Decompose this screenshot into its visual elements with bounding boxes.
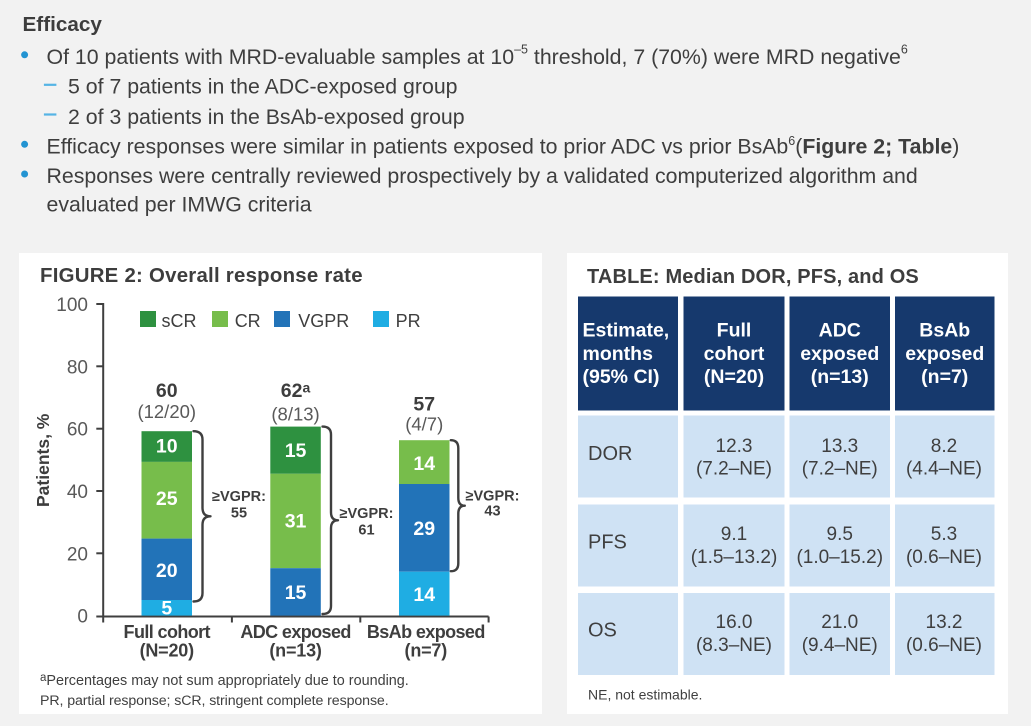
svg-text:(4/7): (4/7)	[405, 414, 443, 435]
svg-text:months: months	[583, 343, 654, 365]
svg-text:(4.4–NE): (4.4–NE)	[906, 459, 982, 480]
svg-text:(1.0–15.2): (1.0–15.2)	[796, 547, 883, 568]
svg-text:20: 20	[156, 560, 178, 582]
svg-text:80: 80	[67, 357, 88, 378]
svg-text:Estimate,: Estimate,	[583, 320, 670, 342]
svg-text:Full: Full	[717, 320, 752, 342]
svg-text:(8.3–NE): (8.3–NE)	[696, 635, 772, 656]
svg-text:5 of 7 patients in the ADC-exp: 5 of 7 patients in the ADC-exposed group	[68, 75, 458, 99]
svg-text:25: 25	[156, 488, 178, 510]
svg-text:evaluated per IMWG criteria: evaluated per IMWG criteria	[47, 193, 312, 217]
svg-text:(0.6–NE): (0.6–NE)	[906, 635, 982, 656]
svg-text:5: 5	[161, 597, 172, 619]
svg-text:(n=13): (n=13)	[269, 640, 322, 660]
svg-text:exposed: exposed	[905, 343, 984, 365]
svg-text:12.3: 12.3	[716, 436, 753, 457]
svg-text:NE, not estimable.: NE, not estimable.	[588, 687, 702, 703]
svg-text:BsAb: BsAb	[919, 320, 970, 342]
svg-text:5.3: 5.3	[931, 524, 957, 545]
svg-text:(7.2–NE): (7.2–NE)	[802, 459, 878, 480]
svg-text:100: 100	[56, 295, 88, 316]
svg-text:15: 15	[285, 582, 307, 604]
svg-text:10: 10	[156, 436, 178, 458]
svg-text:(8/13): (8/13)	[271, 404, 319, 425]
svg-text:Of 10 patients with MRD-evalua: Of 10 patients with MRD-evaluable sample…	[47, 43, 908, 70]
svg-text:TABLE: Median DOR, PFS, and OS: TABLE: Median DOR, PFS, and OS	[587, 266, 919, 288]
svg-text:(95% CI): (95% CI)	[583, 366, 660, 388]
svg-text:(n=7): (n=7)	[921, 366, 968, 388]
svg-text:Efficacy: Efficacy	[23, 13, 103, 36]
svg-text:0: 0	[77, 607, 88, 628]
svg-text:(N=20): (N=20)	[704, 366, 764, 388]
svg-text:ADC: ADC	[819, 320, 861, 342]
svg-text:≥VGPR:: ≥VGPR:	[212, 489, 266, 505]
svg-text:(N=20): (N=20)	[140, 640, 195, 660]
svg-text:21.0: 21.0	[821, 612, 858, 633]
svg-text:(7.2–NE): (7.2–NE)	[696, 459, 772, 480]
svg-text:(n=7): (n=7)	[405, 640, 448, 660]
svg-text:(n=13): (n=13)	[811, 366, 869, 388]
svg-text:20: 20	[67, 544, 88, 565]
svg-text:(0.6–NE): (0.6–NE)	[906, 547, 982, 568]
svg-text:CR: CR	[235, 311, 261, 331]
svg-text:DOR: DOR	[588, 443, 632, 465]
svg-text:16.0: 16.0	[716, 612, 753, 633]
svg-text:FIGURE 2: Overall response rat: FIGURE 2: Overall response rate	[40, 265, 363, 287]
svg-text:(9.4–NE): (9.4–NE)	[802, 635, 878, 656]
svg-text:PFS: PFS	[588, 532, 627, 554]
svg-text:exposed: exposed	[800, 343, 879, 365]
svg-text:Efficacy responses were simila: Efficacy responses were similar in patie…	[47, 134, 960, 159]
svg-text:2 of 3 patients in the BsAb-ex: 2 of 3 patients in the BsAb-exposed grou…	[68, 105, 465, 129]
svg-text:OS: OS	[588, 620, 617, 642]
svg-text:13.2: 13.2	[926, 612, 963, 633]
svg-text:14: 14	[413, 453, 435, 475]
svg-text:43: 43	[484, 504, 500, 520]
svg-text:57: 57	[413, 394, 435, 416]
svg-text:(1.5–13.2): (1.5–13.2)	[691, 547, 778, 568]
svg-text:15: 15	[285, 440, 307, 462]
svg-text:PR: PR	[396, 311, 421, 331]
svg-text:55: 55	[231, 506, 247, 522]
svg-text:≥VGPR:: ≥VGPR:	[340, 506, 394, 522]
svg-text:ADC exposed: ADC exposed	[240, 622, 350, 642]
svg-text:aPercentages may not sum appro: aPercentages may not sum appropriately d…	[40, 672, 409, 689]
svg-text:(12/20): (12/20)	[137, 401, 196, 422]
svg-text:cohort: cohort	[704, 343, 765, 365]
svg-text:9.5: 9.5	[827, 524, 853, 545]
svg-text:13.3: 13.3	[821, 436, 858, 457]
svg-text:VGPR: VGPR	[298, 311, 349, 331]
svg-text:14: 14	[413, 584, 435, 606]
svg-text:≥VGPR:: ≥VGPR:	[466, 489, 520, 505]
svg-text:BsAb exposed: BsAb exposed	[367, 622, 485, 642]
svg-text:8.2: 8.2	[931, 436, 957, 457]
svg-text:29: 29	[413, 518, 435, 540]
svg-text:60: 60	[156, 380, 178, 402]
svg-text:31: 31	[285, 511, 307, 533]
svg-text:61: 61	[358, 523, 374, 539]
svg-text:sCR: sCR	[162, 311, 197, 331]
svg-text:Responses were centrally revie: Responses were centrally reviewed prospe…	[47, 164, 918, 188]
svg-text:PR, partial response; sCR, str: PR, partial response; sCR, stringent com…	[40, 693, 389, 709]
svg-text:Patients, %: Patients, %	[33, 413, 53, 507]
svg-text:60: 60	[67, 420, 88, 441]
svg-text:9.1: 9.1	[721, 524, 747, 545]
svg-text:40: 40	[67, 482, 88, 503]
svg-text:Full cohort: Full cohort	[124, 622, 211, 642]
